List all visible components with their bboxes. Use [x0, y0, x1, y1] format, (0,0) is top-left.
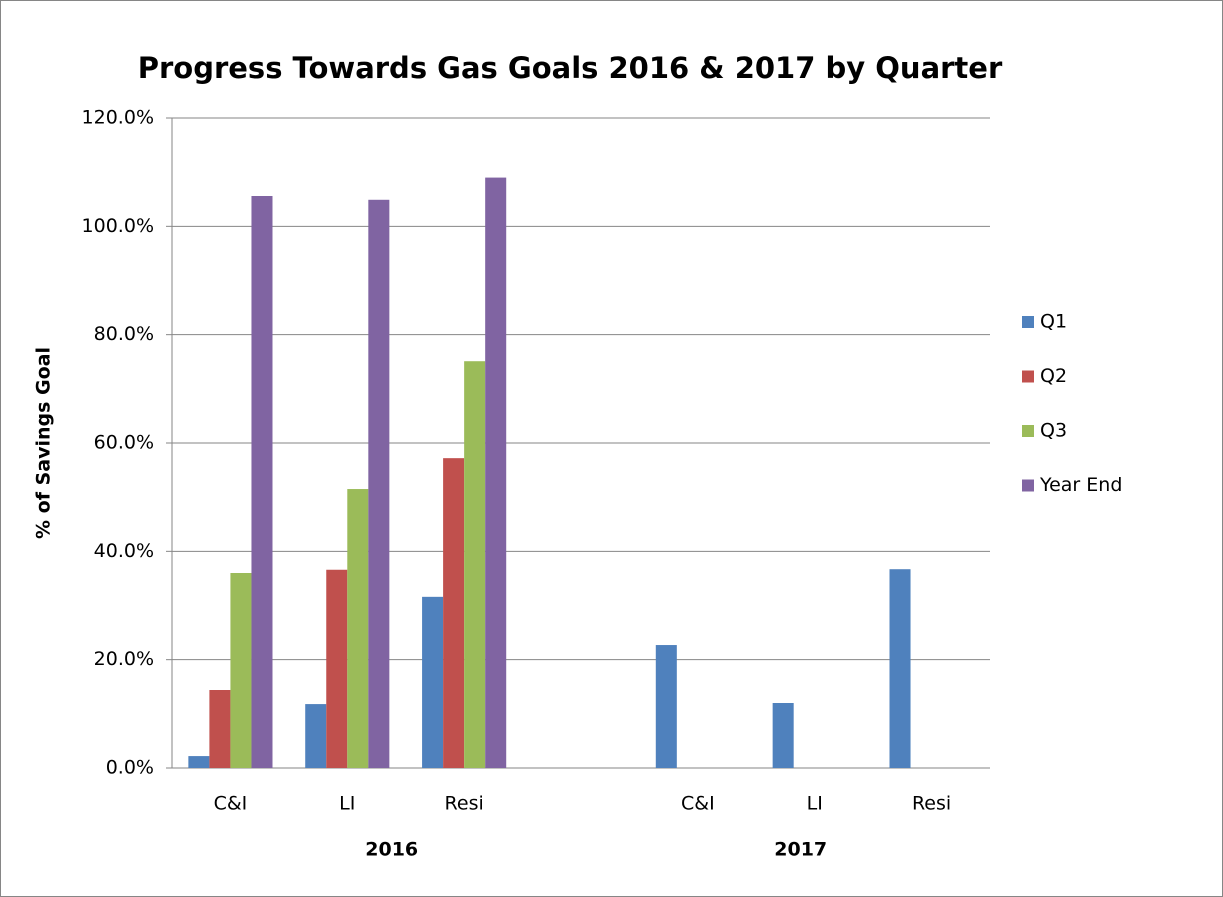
bar	[209, 690, 231, 768]
legend-swatch	[1022, 425, 1034, 437]
y-tick-label: 120.0%	[82, 107, 154, 129]
bar	[655, 645, 677, 768]
y-axis-label: % of Savings Goal	[33, 347, 55, 539]
bar	[772, 703, 794, 768]
legend-swatch	[1022, 479, 1034, 492]
y-tick-label: 100.0%	[82, 215, 154, 237]
x-tick-label: Resi	[912, 793, 951, 815]
x-group-label: 2017	[774, 839, 827, 861]
bar	[305, 704, 327, 768]
bar	[889, 569, 911, 768]
bar	[464, 361, 486, 768]
bar	[485, 177, 507, 769]
bar	[347, 489, 369, 768]
y-tick-label: 40.0%	[94, 540, 154, 562]
x-group-label: 2016	[365, 839, 418, 861]
x-tick-label: LI	[339, 793, 355, 815]
bar	[251, 196, 273, 768]
y-tick-label: 80.0%	[94, 323, 154, 345]
bar	[368, 199, 390, 768]
x-tick-label: Resi	[445, 793, 484, 815]
bar	[326, 569, 348, 768]
legend-label: Q2	[1040, 365, 1067, 387]
x-tick-label: C&I	[681, 793, 715, 815]
y-tick-label: 60.0%	[94, 432, 154, 454]
bar	[188, 756, 210, 768]
legend-swatch	[1022, 316, 1034, 328]
legend-label: Q3	[1040, 420, 1067, 442]
y-tick-label: 20.0%	[94, 648, 154, 670]
chart-title: Progress Towards Gas Goals 2016 & 2017 b…	[138, 51, 1003, 85]
y-tick-label: 0.0%	[106, 757, 154, 779]
bar	[422, 596, 444, 768]
x-tick-label: C&I	[214, 793, 248, 815]
legend-swatch	[1022, 370, 1034, 383]
x-tick-label: LI	[807, 793, 823, 815]
legend-label: Year End	[1039, 474, 1122, 496]
legend-label: Q1	[1040, 311, 1067, 333]
bar	[443, 458, 465, 768]
bar	[230, 573, 252, 768]
